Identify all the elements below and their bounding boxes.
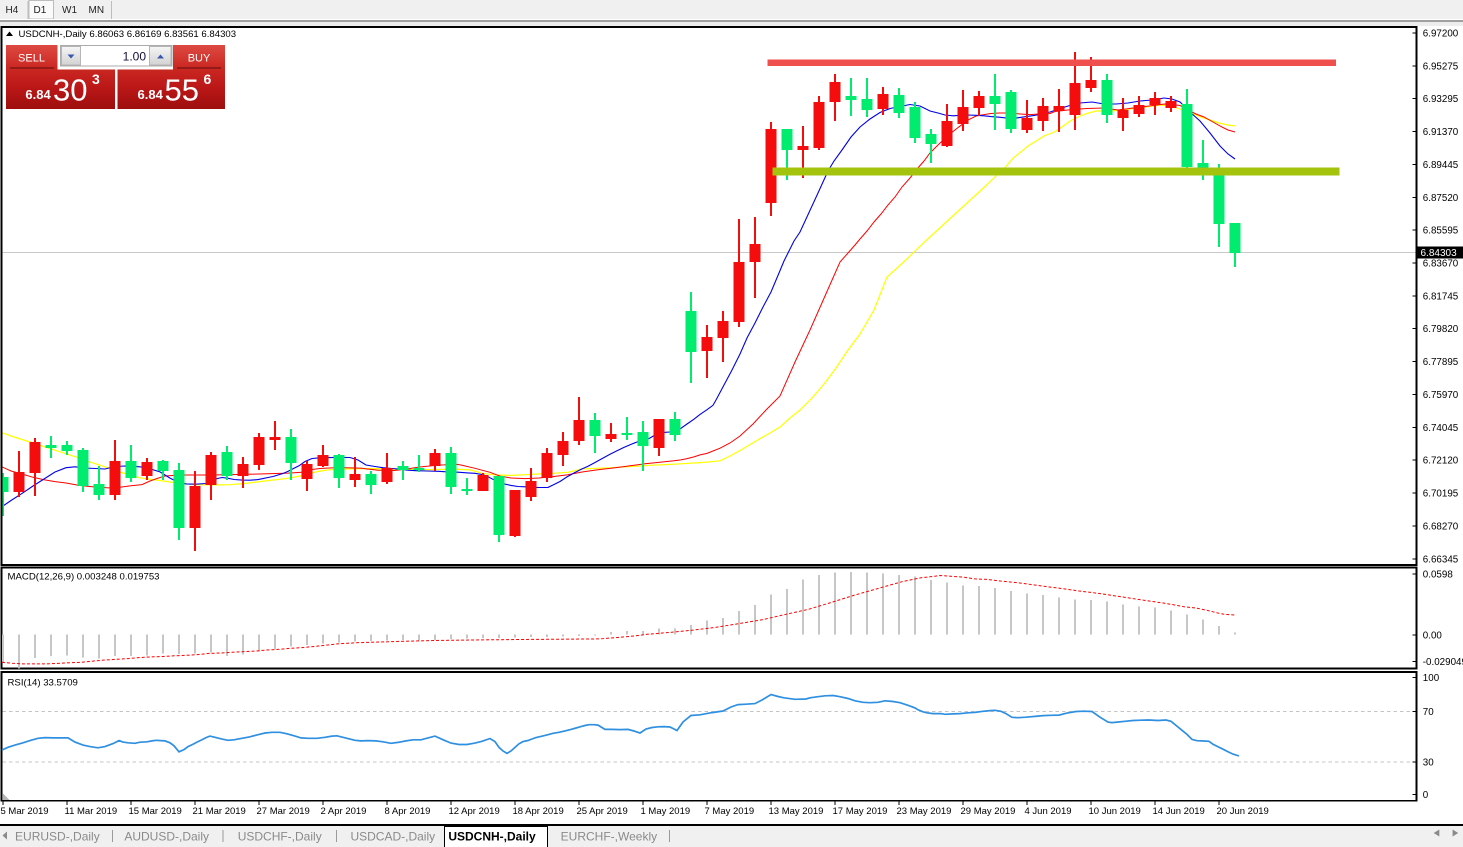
svg-text:USDCHF-,Daily: USDCHF-,Daily <box>238 830 322 844</box>
svg-text:AUDUSD-,Daily: AUDUSD-,Daily <box>124 830 209 844</box>
svg-text:25 Apr 2019: 25 Apr 2019 <box>577 806 628 817</box>
svg-text:6.84303: 6.84303 <box>1421 248 1458 259</box>
svg-text:15 Mar 2019: 15 Mar 2019 <box>129 806 182 817</box>
svg-text:11 Mar 2019: 11 Mar 2019 <box>65 806 118 817</box>
svg-text:USDCAD-,Daily: USDCAD-,Daily <box>350 830 435 844</box>
svg-text:1.00: 1.00 <box>123 50 147 64</box>
svg-text:6.97200: 6.97200 <box>1423 29 1459 40</box>
svg-text:6.68270: 6.68270 <box>1423 521 1459 532</box>
svg-text:6.95275: 6.95275 <box>1423 61 1459 72</box>
svg-text:6.77895: 6.77895 <box>1423 357 1459 368</box>
svg-text:5 Mar 2019: 5 Mar 2019 <box>1 806 49 817</box>
svg-text:6: 6 <box>204 71 212 87</box>
svg-text:-0.029049: -0.029049 <box>1423 657 1463 668</box>
svg-text:1 May 2019: 1 May 2019 <box>641 806 691 817</box>
svg-text:13 May 2019: 13 May 2019 <box>769 806 824 817</box>
svg-text:6.84: 6.84 <box>25 87 51 102</box>
svg-text:USDCNH-,Daily: USDCNH-,Daily <box>448 830 536 844</box>
svg-text:6.91370: 6.91370 <box>1423 127 1459 138</box>
svg-text:3: 3 <box>92 71 100 87</box>
svg-text:MACD(12,26,9) 0.003248 0.01975: MACD(12,26,9) 0.003248 0.019753 <box>8 572 160 583</box>
svg-text:6.70195: 6.70195 <box>1423 489 1459 500</box>
svg-text:55: 55 <box>165 73 199 108</box>
svg-text:6.93295: 6.93295 <box>1423 94 1459 105</box>
svg-text:70: 70 <box>1423 707 1434 718</box>
svg-text:6.72120: 6.72120 <box>1423 456 1459 467</box>
svg-text:30: 30 <box>53 73 87 108</box>
svg-text:0: 0 <box>1423 790 1429 801</box>
svg-text:W1: W1 <box>62 5 77 16</box>
svg-text:20 Jun 2019: 20 Jun 2019 <box>1217 806 1269 817</box>
svg-text:BUY: BUY <box>188 53 211 65</box>
svg-text:H4: H4 <box>6 5 19 16</box>
svg-text:29 May 2019: 29 May 2019 <box>961 806 1016 817</box>
svg-text:RSI(14) 33.5709: RSI(14) 33.5709 <box>8 678 78 689</box>
svg-text:7 May 2019: 7 May 2019 <box>705 806 755 817</box>
svg-text:6.83670: 6.83670 <box>1423 259 1459 270</box>
svg-text:17 May 2019: 17 May 2019 <box>833 806 888 817</box>
svg-text:6.87520: 6.87520 <box>1423 193 1459 204</box>
svg-text:100: 100 <box>1423 673 1440 684</box>
svg-text:6.74045: 6.74045 <box>1423 423 1459 434</box>
svg-text:6.79820: 6.79820 <box>1423 324 1459 335</box>
svg-text:18 Apr 2019: 18 Apr 2019 <box>513 806 564 817</box>
svg-text:SELL: SELL <box>18 53 45 65</box>
svg-text:6.66345: 6.66345 <box>1423 554 1459 565</box>
svg-text:6.85595: 6.85595 <box>1423 226 1459 237</box>
svg-text:D1: D1 <box>34 5 47 16</box>
svg-text:EURUSD-,Daily: EURUSD-,Daily <box>15 830 100 844</box>
svg-text:14 Jun 2019: 14 Jun 2019 <box>1153 806 1205 817</box>
svg-text:27 Mar 2019: 27 Mar 2019 <box>257 806 310 817</box>
svg-text:0.0598: 0.0598 <box>1423 569 1454 580</box>
svg-text:10 Jun 2019: 10 Jun 2019 <box>1089 806 1141 817</box>
svg-text:0.00: 0.00 <box>1423 631 1443 642</box>
svg-text:8 Apr 2019: 8 Apr 2019 <box>385 806 431 817</box>
svg-text:23 May 2019: 23 May 2019 <box>897 806 952 817</box>
svg-text:4 Jun 2019: 4 Jun 2019 <box>1025 806 1072 817</box>
svg-text:MN: MN <box>89 5 105 16</box>
svg-text:EURCHF-,Weekly: EURCHF-,Weekly <box>561 830 657 844</box>
svg-text:USDCNH-,Daily 6.86063 6.86169: USDCNH-,Daily 6.86063 6.86169 6.83561 6.… <box>19 29 237 40</box>
svg-text:6.75970: 6.75970 <box>1423 390 1459 401</box>
svg-text:6.84: 6.84 <box>138 87 164 102</box>
svg-text:2 Apr 2019: 2 Apr 2019 <box>321 806 367 817</box>
svg-text:6.81745: 6.81745 <box>1423 291 1459 302</box>
svg-text:6.89445: 6.89445 <box>1423 160 1459 171</box>
svg-text:21 Mar 2019: 21 Mar 2019 <box>193 806 246 817</box>
svg-text:30: 30 <box>1423 758 1434 769</box>
svg-text:12 Apr 2019: 12 Apr 2019 <box>449 806 500 817</box>
